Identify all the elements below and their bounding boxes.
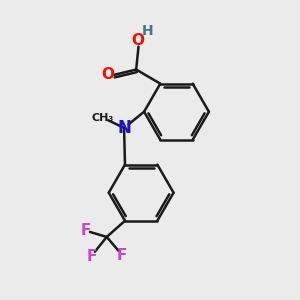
Text: O: O bbox=[131, 33, 144, 48]
Text: H: H bbox=[142, 24, 154, 38]
Text: F: F bbox=[80, 223, 91, 238]
Text: F: F bbox=[86, 249, 97, 264]
Text: N: N bbox=[117, 119, 131, 137]
Text: F: F bbox=[117, 248, 127, 263]
Text: O: O bbox=[101, 67, 114, 82]
Text: CH₃: CH₃ bbox=[92, 112, 114, 123]
